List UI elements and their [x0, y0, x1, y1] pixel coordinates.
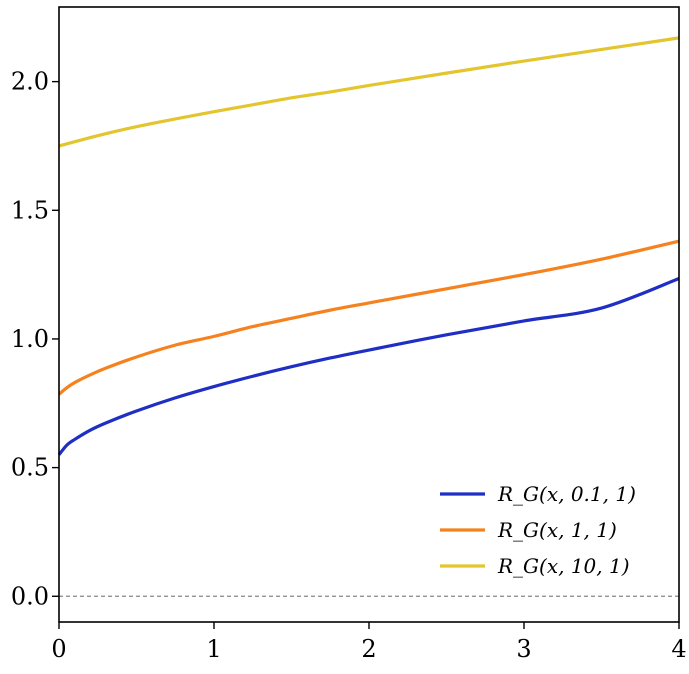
- y-axis: 0.0 0.5 1.0 1.5 2.0: [11, 68, 59, 610]
- x-tick-label: 3: [516, 635, 531, 663]
- legend-label-1: R_G(x, 1, 1): [497, 518, 617, 542]
- series-line-0: [57, 276, 680, 456]
- legend: R_G(x, 0.1, 1) R_G(x, 1, 1) R_G(x, 10, 1): [440, 482, 636, 578]
- y-tick-label: 1.0: [11, 325, 49, 353]
- y-tick-label: 1.5: [11, 196, 49, 224]
- legend-label-2: R_G(x, 10, 1): [497, 554, 630, 578]
- legend-label-0: R_G(x, 0.1, 1): [497, 482, 636, 506]
- y-tick-label: 0.5: [11, 454, 49, 482]
- x-tick-label: 4: [671, 635, 686, 663]
- x-tick-label: 2: [361, 635, 376, 663]
- y-tick-label: 2.0: [11, 68, 49, 96]
- y-tick-label: 0.0: [11, 582, 49, 610]
- x-tick-label: 0: [51, 635, 66, 663]
- series-line-2: [58, 36, 680, 148]
- x-axis: 0 1 2 3 4: [51, 622, 687, 663]
- series-line-1: [57, 239, 680, 396]
- plot-area: [57, 36, 680, 597]
- x-tick-label: 1: [206, 635, 221, 663]
